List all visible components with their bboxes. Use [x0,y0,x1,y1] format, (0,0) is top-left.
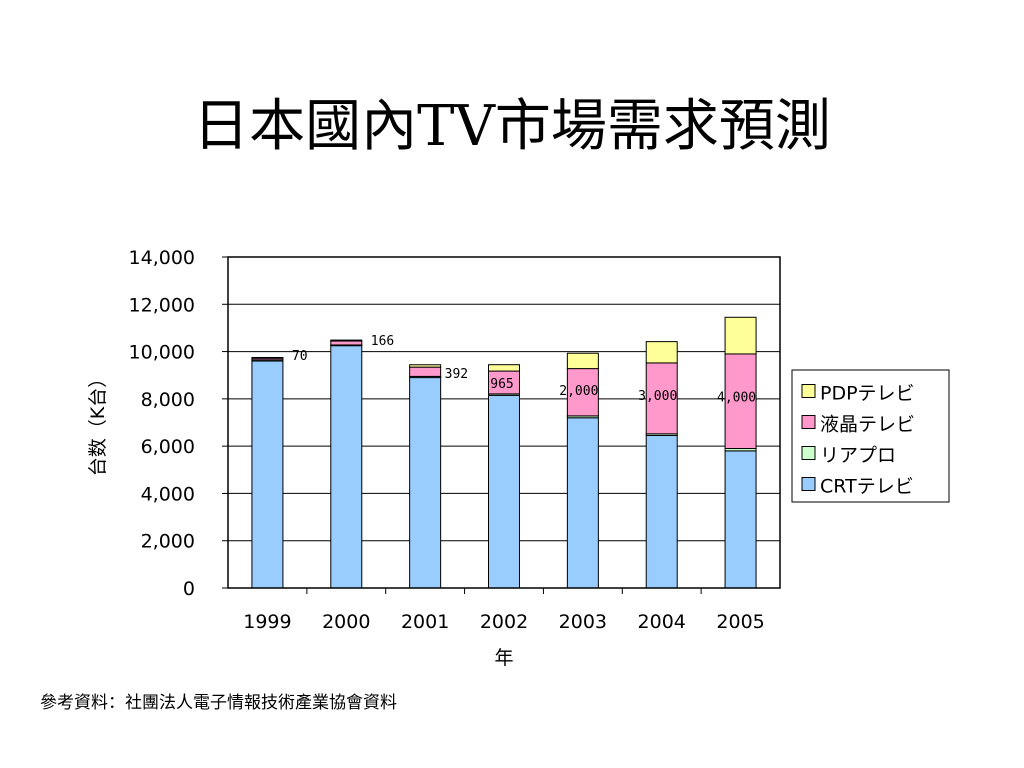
legend-swatch [801,446,816,460]
x-axis-title: 年 [494,647,513,669]
x-tick-label: 2004 [638,611,686,633]
bar-segment [645,435,678,589]
legend-swatch [801,477,816,491]
data-label: 965 [490,377,513,392]
legend-label: リアプロ [820,445,896,467]
bar-segment [566,417,599,589]
y-tick-label: 4,000 [141,483,195,505]
bars [251,316,757,589]
bar-segment [251,356,284,359]
bar-segment [645,362,678,435]
bar-segment [566,368,599,417]
bar-segment [645,341,678,364]
bar-segment [330,339,363,342]
x-tick-label: 2000 [322,611,370,633]
bar-segment [330,345,363,589]
bar-segment [488,364,520,372]
bar-segment [566,352,599,370]
y-tick-label: 2,000 [141,531,195,553]
data-labels: 70 166 392 965 2,000 3,000 4,000 [292,334,756,405]
y-tick-label: 6,000 [141,436,195,458]
legend-label: CRTテレビ [820,476,914,498]
x-tick-label: 2005 [716,611,764,633]
y-tick-label: 8,000 [141,389,195,411]
y-tick-label: 10,000 [129,342,195,364]
bar-segment [488,394,520,589]
bar-segment [724,316,757,355]
bar-segment [251,360,284,589]
legend-box [791,369,950,503]
bar-segment [724,450,757,589]
x-tick-label: 2003 [559,611,607,633]
data-label: 70 [292,349,308,364]
legend-label: PDPテレビ [820,383,915,405]
x-axis-ticks: 1999 2000 2001 2002 2003 2004 2005 [243,588,765,633]
data-label: 166 [371,334,394,349]
source-note: 參考資料：社團法人電子情報技術產業協會資料 [40,693,397,713]
page-title: 日本國內TV市場需求預測 [193,94,831,159]
y-tick-label: 14,000 [129,247,195,269]
y-tick-label: 0 [183,578,195,600]
legend-swatch [801,384,816,398]
data-label: 3,000 [638,389,677,404]
bar-segment [409,366,442,377]
y-axis-ticks: 0 2,000 4,000 6,000 8,000 10,000 12,000 14,000 [129,247,228,600]
y-axis-title: 台数（K台） [87,369,109,476]
x-tick-label: 2002 [480,611,528,633]
bar-segment [330,340,363,346]
data-label: 4,000 [717,390,756,405]
data-label: 392 [445,367,468,382]
plot-area-frame [227,256,781,589]
x-tick-label: 1999 [243,611,291,633]
y-tick-label: 12,000 [129,294,195,316]
bar-segment [409,364,442,368]
data-label: 2,000 [559,384,598,399]
legend-label: 液晶テレビ [820,414,915,436]
bar-segment [409,377,442,589]
legend-swatch [801,415,816,429]
x-tick-label: 2001 [401,611,449,633]
